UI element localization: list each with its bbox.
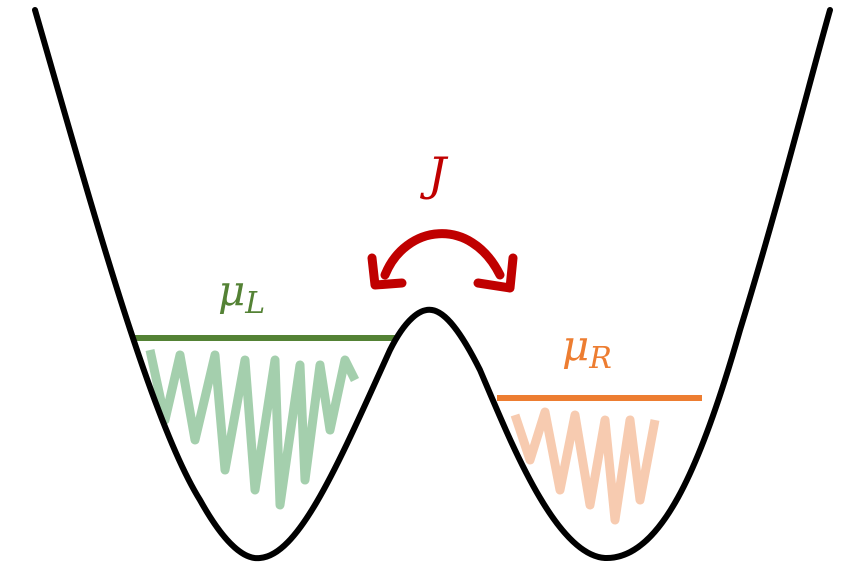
subscript: R [588, 341, 612, 376]
double-well-diagram: J μL μR [0, 0, 847, 564]
symbol: μ [562, 321, 589, 370]
tunneling-arrow [385, 234, 500, 275]
left-potential-label: μL [218, 266, 265, 321]
double-well-potential [35, 10, 830, 558]
subscript: L [244, 286, 265, 321]
right-potential-label: μR [562, 321, 612, 376]
page: J μL μR (() => { const data = JSON.parse… [0, 0, 847, 564]
left-fill-scribble [150, 350, 355, 505]
right-fill-scribble [515, 412, 655, 520]
coupling-label: J [420, 147, 449, 201]
symbol: μ [218, 266, 245, 315]
